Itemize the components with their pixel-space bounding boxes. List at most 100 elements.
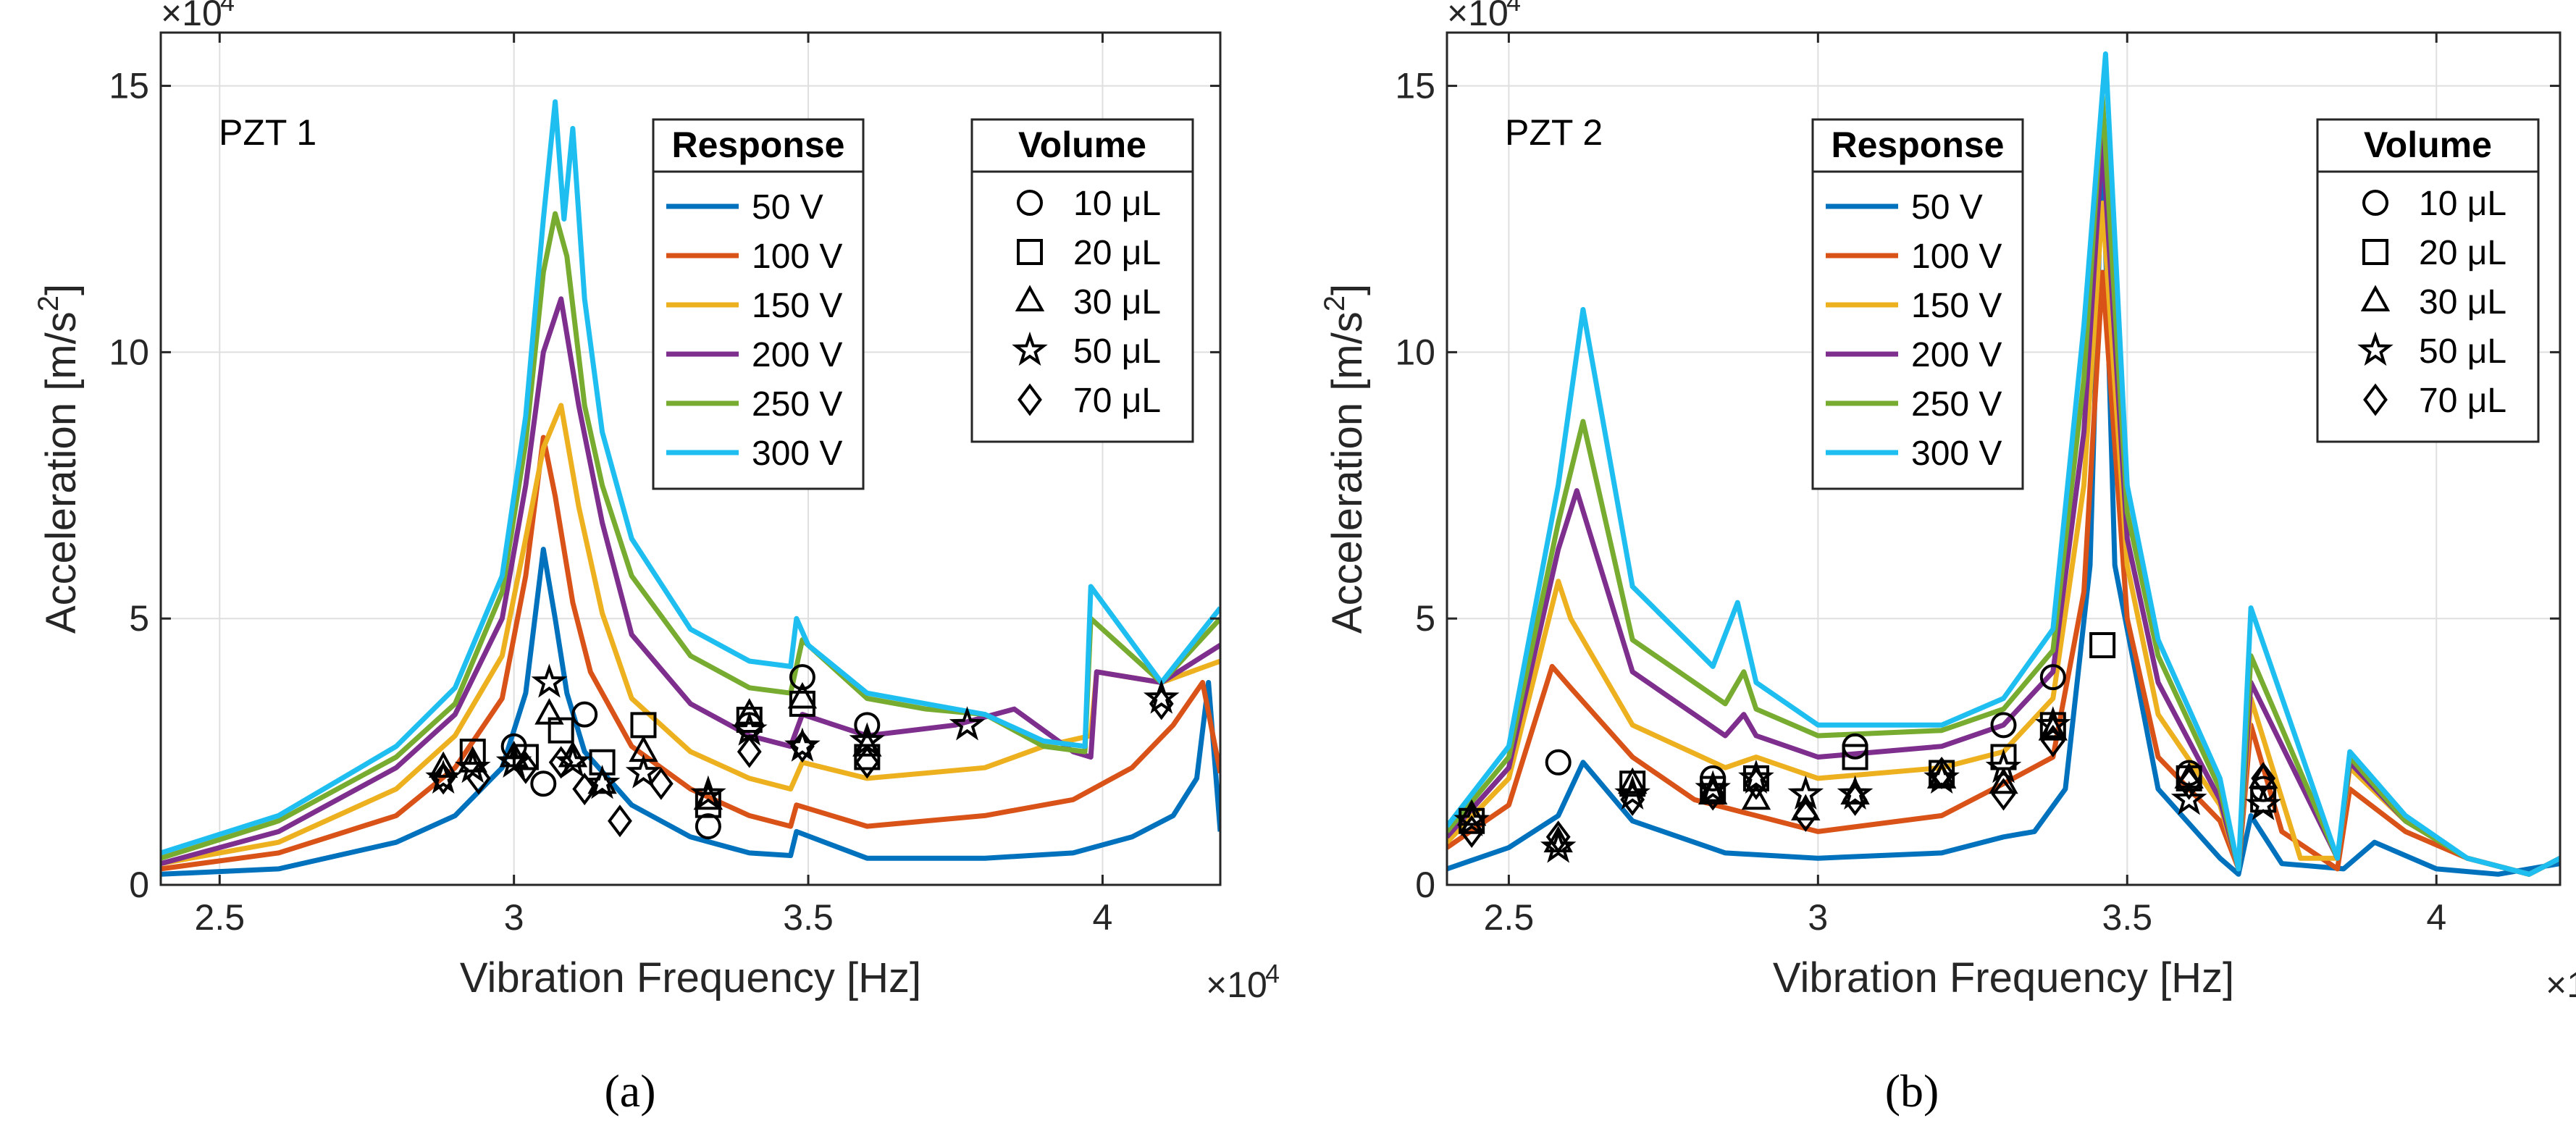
data-marker-square xyxy=(2089,631,2116,658)
data-marker-diamond xyxy=(1744,767,1769,800)
data-marker-diamond xyxy=(855,746,880,779)
x-axis-multiplier-exponent: 4 xyxy=(1265,959,1280,988)
legend-response-label: 150 V xyxy=(1911,287,2002,325)
data-marker-diamond xyxy=(737,735,762,768)
data-marker-star xyxy=(2170,781,2207,815)
data-marker-triangle xyxy=(499,740,529,768)
data-marker-diamond xyxy=(548,746,574,779)
legend-marker-square xyxy=(2362,239,2388,265)
data-marker-star xyxy=(1985,749,2022,783)
y-tick-label: 15 xyxy=(109,66,149,106)
panel-label: (b) xyxy=(1885,1065,1939,1117)
marker-group xyxy=(425,663,1180,840)
legend-volume-label: 30 μL xyxy=(2419,283,2506,322)
y-axis-label-superscript: 2 xyxy=(33,295,64,311)
data-marker-star xyxy=(1738,759,1774,794)
series-group xyxy=(1447,51,2560,877)
data-marker-star xyxy=(1837,775,1874,810)
data-marker-square xyxy=(1842,744,1868,770)
x-tick-label: 3 xyxy=(1808,897,1828,938)
data-marker-diamond xyxy=(1793,799,1818,832)
legend-response-label: 300 V xyxy=(752,434,842,473)
legend-volume-label: 70 μL xyxy=(1073,382,1161,420)
marker-group xyxy=(1453,631,2282,863)
axes-box xyxy=(159,31,1222,886)
legend-response-label: 50 V xyxy=(752,188,823,227)
data-marker-star xyxy=(1540,828,1577,863)
y-axis-label-main: Acceleration [m/s xyxy=(1324,311,1371,634)
data-marker-diamond xyxy=(790,730,815,763)
data-marker-diamond xyxy=(1700,778,1726,811)
legend-response-label: 100 V xyxy=(752,238,842,276)
y-axis-multiplier-exponent: 4 xyxy=(220,0,235,17)
y-axis-label-close: ] xyxy=(38,284,85,295)
data-marker-triangle xyxy=(587,767,617,794)
axes-box xyxy=(1446,31,2562,886)
data-marker-square xyxy=(1742,765,1769,791)
data-marker-triangle xyxy=(787,681,818,709)
data-marker-circle xyxy=(2039,664,2066,691)
y-axis-multiplier: ×10 xyxy=(161,0,222,33)
data-marker-circle xyxy=(1990,712,2017,739)
data-marker-diamond xyxy=(1929,756,1955,790)
legend-volume-label: 30 μL xyxy=(1073,283,1161,322)
legend-volume-title: Volume xyxy=(1018,125,1146,165)
legend-volume-label: 10 μL xyxy=(2419,185,2506,223)
series-line-100v xyxy=(1447,269,2560,877)
data-marker-star xyxy=(949,706,986,741)
data-marker-star xyxy=(555,743,591,778)
legend-volume: Volume 10 μL 20 μL 30 μL 50 μL 70 μL xyxy=(2316,118,2540,443)
data-marker-square xyxy=(1990,744,2017,770)
data-marker-diamond xyxy=(1620,783,1645,816)
data-marker-star xyxy=(1695,770,1731,804)
y-axis-label: Acceleration [m/s2] xyxy=(33,284,85,634)
y-tick-label: 0 xyxy=(1415,865,1435,905)
legend-marker-triangle xyxy=(2360,285,2391,311)
legend-marker-square xyxy=(1017,239,1043,265)
data-marker-circle xyxy=(854,712,881,739)
data-marker-diamond xyxy=(466,762,491,795)
legend-marker-circle xyxy=(1017,190,1043,216)
data-marker-triangle xyxy=(1617,767,1648,794)
x-axis-multiplier: ×10 xyxy=(2546,965,2576,1005)
y-axis-label-close: ] xyxy=(1324,284,1371,295)
legend-response-label: 150 V xyxy=(752,287,842,325)
data-marker-diamond xyxy=(1459,815,1485,848)
data-marker-circle xyxy=(695,813,721,840)
legend-response-title: Response xyxy=(672,125,845,165)
y-axis-label-superscript: 2 xyxy=(1319,295,1351,311)
series-line-300v xyxy=(161,99,1220,856)
data-marker-star xyxy=(531,663,568,698)
legend-marker-star xyxy=(1012,331,1048,366)
data-marker-star xyxy=(625,754,662,789)
y-tick-label: 15 xyxy=(1395,66,1435,106)
legend-volume-label: 20 μL xyxy=(1073,234,1161,272)
legend-response-label: 250 V xyxy=(752,385,842,424)
legend-volume-box xyxy=(970,118,1194,443)
legend-volume-label: 50 μL xyxy=(1073,332,1161,371)
data-marker-diamond xyxy=(513,751,538,784)
data-marker-star xyxy=(584,765,621,799)
data-marker-circle xyxy=(1545,749,1572,776)
y-axis-multiplier-exponent: 4 xyxy=(1506,0,1521,17)
legend-volume-title: Volume xyxy=(2364,125,2492,165)
x-tick-label: 4 xyxy=(1093,897,1113,938)
legend-volume: Volume 10 μL 20 μL 30 μL 50 μL 70 μL xyxy=(970,118,1194,443)
y-tick-label: 0 xyxy=(129,865,149,905)
data-marker-star xyxy=(1614,775,1651,810)
data-marker-triangle xyxy=(428,751,458,778)
series-line-300v xyxy=(1447,51,2560,877)
legend-response: Response 50 V 100 V 150 V 200 V 250 V 300 V xyxy=(652,118,865,490)
pzt-annotation: PZT 1 xyxy=(219,112,316,153)
x-axis-label: Vibration Frequency [Hz] xyxy=(1773,954,2234,1001)
data-marker-triangle xyxy=(1741,783,1771,810)
data-marker-diamond xyxy=(648,767,674,800)
legend-volume-label: 50 μL xyxy=(2419,332,2506,371)
data-marker-circle xyxy=(530,770,557,797)
data-marker-square xyxy=(512,744,539,770)
data-marker-star xyxy=(784,727,821,762)
y-tick-label: 5 xyxy=(1415,598,1435,639)
legend-volume-box xyxy=(2316,118,2540,443)
